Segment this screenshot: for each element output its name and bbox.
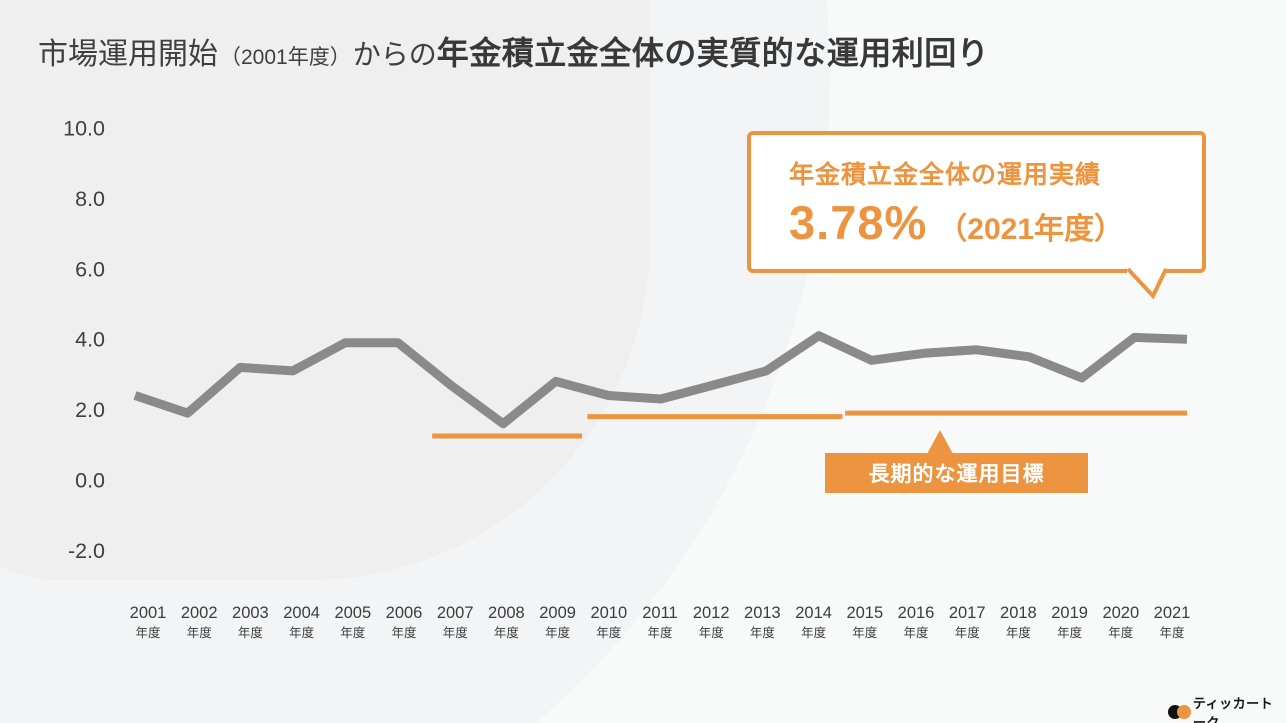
x-axis-tick-suffix-label: 年度 <box>187 625 213 640</box>
y-axis-tick-label: 6.0 <box>75 257 105 281</box>
target-label-badge: 長期的な運用目標 <box>825 430 1088 493</box>
x-axis-tick-year-label: 2006 <box>386 604 423 622</box>
x-axis-tick-year-label: 2012 <box>693 604 730 622</box>
y-axis-tick-label: 10.0 <box>63 117 105 141</box>
x-axis-tick-suffix-label: 年度 <box>1057 625 1083 640</box>
x-axis-tick-suffix-label: 年度 <box>443 625 469 640</box>
x-axis-tick-suffix-label: 年度 <box>750 625 776 640</box>
title-prefix: 市場運用開始 <box>38 38 218 71</box>
callout-period: （2021年度） <box>937 212 1125 246</box>
title-connector: からの <box>352 39 437 70</box>
x-axis-tick-suffix-label: 年度 <box>340 625 366 640</box>
x-axis-tick-year-label: 2004 <box>283 604 320 622</box>
logo-circles-icon <box>1168 704 1191 720</box>
target-label-text: 長期的な運用目標 <box>868 463 1045 486</box>
x-axis-tick-suffix-label: 年度 <box>852 625 878 640</box>
x-axis-tick-suffix-label: 年度 <box>699 625 725 640</box>
result-callout-box: 年金積立金全体の運用実績 3.78% （2021年度） <box>747 131 1206 273</box>
x-axis-tick-year-label: 2010 <box>590 604 627 622</box>
x-axis-tick-year-label: 2018 <box>1000 604 1037 622</box>
x-axis-tick-suffix-label: 年度 <box>903 625 929 640</box>
x-axis-tick-suffix-label: 年度 <box>1159 625 1185 640</box>
x-axis-tick-year-label: 2003 <box>232 604 269 622</box>
x-axis-tick-suffix-label: 年度 <box>238 625 264 640</box>
x-axis-tick-year-label: 2008 <box>488 604 525 622</box>
background-blob-shape <box>0 0 650 580</box>
x-axis-tick-suffix-label: 年度 <box>647 625 673 640</box>
x-axis-tick-year-label: 2017 <box>949 604 986 622</box>
x-axis-tick-suffix-label: 年度 <box>391 625 417 640</box>
page-title: 市場運用開始 （2001年度） からの 年金積立金全体の実質的な運用利回り <box>38 28 989 74</box>
x-axis-tick-year-label: 2011 <box>642 604 677 622</box>
title-main: 年金積立金全体の実質的な運用利回り <box>436 35 990 71</box>
x-axis-tick-year-label: 2020 <box>1102 604 1139 622</box>
callout-tail-pointer <box>1126 267 1168 300</box>
logo-brand-name: ティッカートーク <box>1192 696 1274 723</box>
y-axis-tick-label: 0.0 <box>75 469 105 493</box>
target-badge-pointer-icon <box>927 430 953 454</box>
x-axis-tick-year-label: 2014 <box>795 604 832 622</box>
x-axis-tick-suffix-label: 年度 <box>801 625 827 640</box>
callout-value: 3.78% <box>789 195 928 249</box>
x-axis-tick-suffix-label: 年度 <box>494 625 520 640</box>
brand-logo: ティッカートーク <box>1168 693 1286 723</box>
x-axis-tick-suffix-label: 年度 <box>955 625 981 640</box>
x-axis-tick-year-label: 2015 <box>846 604 883 622</box>
y-axis-tick-label: -2.0 <box>68 539 105 563</box>
title-year-note: （2001年度） <box>220 46 351 69</box>
x-axis-tick-year-label: 2002 <box>181 604 218 622</box>
x-axis-tick-year-label: 2009 <box>539 604 576 622</box>
x-axis-tick-suffix-label: 年度 <box>1006 625 1032 640</box>
x-axis-tick-year-label: 2019 <box>1051 604 1088 622</box>
callout-heading: 年金積立金全体の運用実績 <box>789 160 1102 189</box>
x-axis-tick-year-label: 2021 <box>1154 604 1191 622</box>
x-axis-tick-year-label: 2005 <box>334 604 371 622</box>
x-axis-tick-suffix-label: 年度 <box>135 625 161 640</box>
y-axis-tick-label: 8.0 <box>75 187 105 211</box>
x-axis-tick-year-label: 2001 <box>130 604 167 622</box>
y-axis-tick-label: 4.0 <box>75 328 105 352</box>
x-axis-tick-suffix-label: 年度 <box>545 625 571 640</box>
y-axis-tick-label: 2.0 <box>75 398 105 422</box>
x-axis-tick-suffix-label: 年度 <box>596 625 622 640</box>
x-axis-tick-suffix-label: 年度 <box>289 625 315 640</box>
x-axis-tick-year-label: 2007 <box>437 604 474 622</box>
x-axis-tick-year-label: 2013 <box>744 604 781 622</box>
x-axis-tick-suffix-label: 年度 <box>1108 625 1134 640</box>
return-line-series <box>133 331 1188 429</box>
x-axis-tick-year-label: 2016 <box>898 604 935 622</box>
